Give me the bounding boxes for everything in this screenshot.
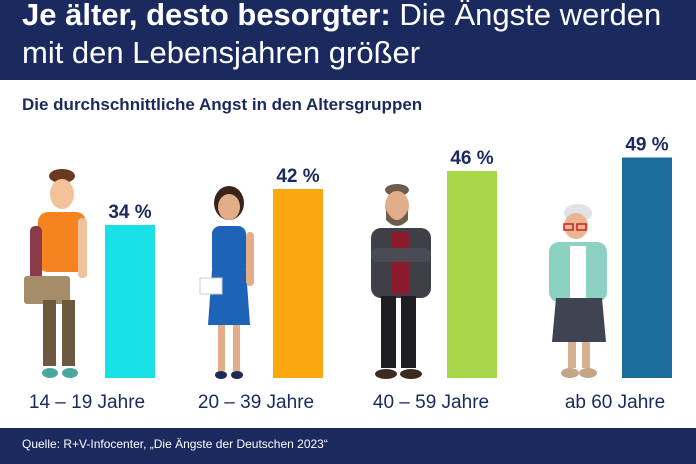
bar-1 xyxy=(105,225,155,378)
bar-4 xyxy=(622,157,672,378)
source-note: Quelle: R+V-Infocenter, „Die Ängste der … xyxy=(22,437,328,451)
bar-2 xyxy=(273,189,323,378)
bar-chart: 34 % 42 % 46 % 49 % 14 – 19 Jahre 20 – 39 Ja… xyxy=(24,135,672,413)
bar-3 xyxy=(447,171,497,378)
title-rest: Die Ängste werden mit den Lebensjahren g… xyxy=(22,0,662,70)
bars-layer xyxy=(105,157,672,378)
category-label-2: 20 – 39 Jahre xyxy=(198,392,314,413)
page-title: Je älter, desto besorgter: Die Ängste we… xyxy=(22,0,682,72)
woman-figure-icon xyxy=(199,186,254,379)
title-bold: Je älter, desto besorgter: xyxy=(22,0,391,32)
value-labels-layer: 34 % 42 % 46 % 49 % xyxy=(108,135,668,224)
value-label-4: 49 % xyxy=(625,135,668,156)
category-label-3: 40 – 59 Jahre xyxy=(373,392,489,413)
grandmother-figure-icon xyxy=(549,204,607,378)
category-labels-layer: 14 – 19 Jahre 20 – 39 Jahre 40 – 59 Jahre a… xyxy=(29,392,665,413)
header-banner: Je älter, desto besorgter: Die Ängste we… xyxy=(0,0,696,80)
value-label-2: 42 % xyxy=(276,166,319,187)
value-label-3: 46 % xyxy=(450,148,493,169)
chart-subtitle: Die durchschnittliche Angst in den Alter… xyxy=(22,95,423,114)
category-label-1: 14 – 19 Jahre xyxy=(29,392,145,413)
footer-banner: Quelle: R+V-Infocenter, „Die Ängste der … xyxy=(0,428,696,464)
teen-figure-icon xyxy=(24,169,87,378)
category-label-4: ab 60 Jahre xyxy=(565,392,665,413)
value-label-1: 34 % xyxy=(108,202,151,223)
man-figure-icon xyxy=(371,184,431,379)
